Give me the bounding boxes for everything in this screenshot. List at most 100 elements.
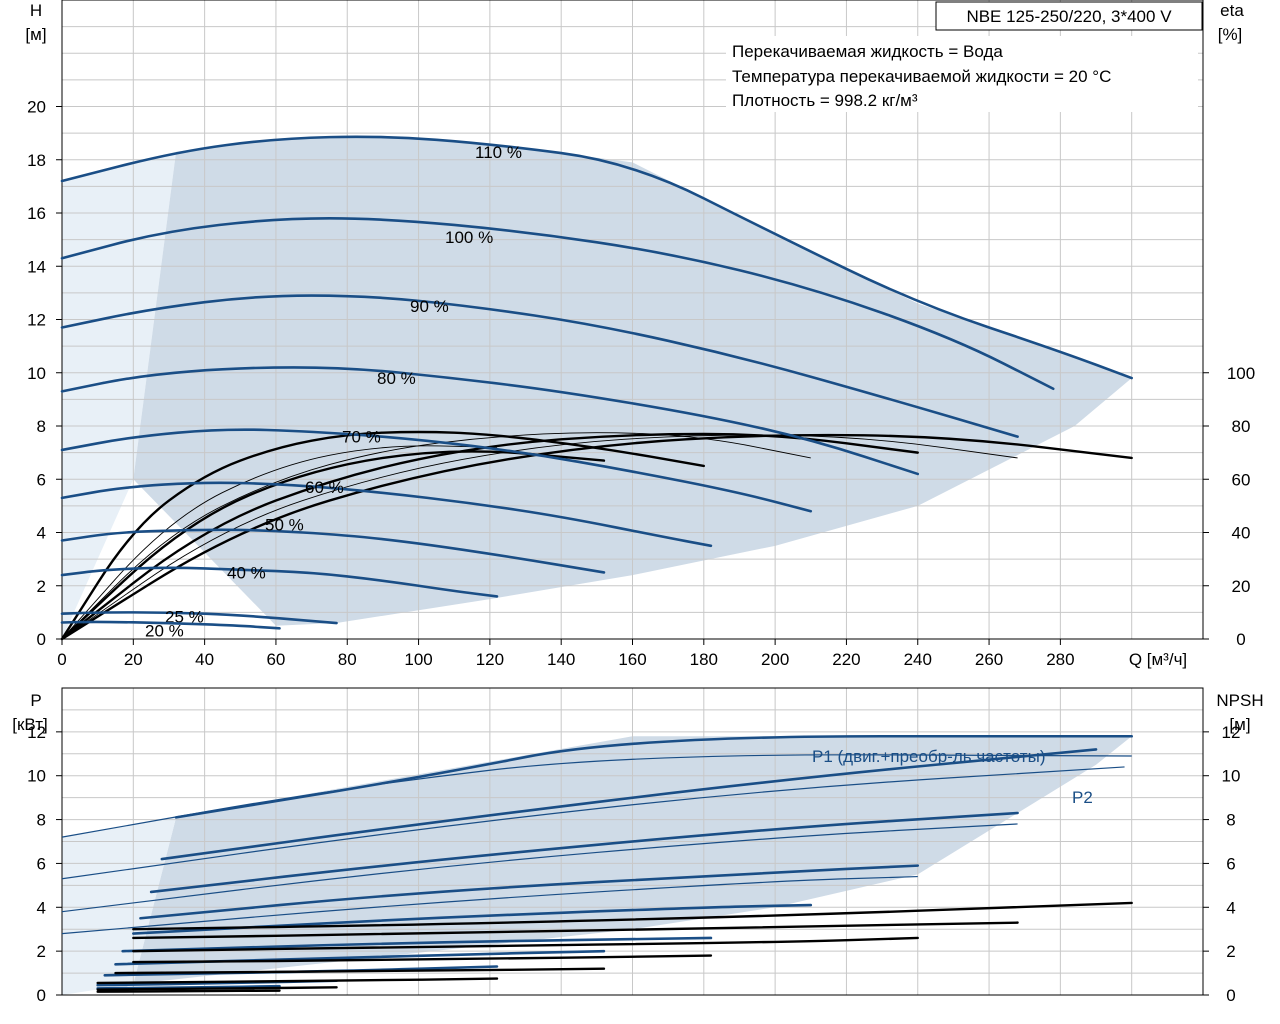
y2-axis-unit: [%] xyxy=(1218,25,1243,44)
y-tick-label: 14 xyxy=(27,257,46,276)
x-tick-label: 100 xyxy=(404,650,432,669)
x-tick-label: 280 xyxy=(1046,650,1074,669)
p-y-tick-label: 12 xyxy=(27,723,46,742)
y-tick-label: 16 xyxy=(27,204,46,223)
y2-tick-label: 60 xyxy=(1232,470,1251,489)
efficiency-curve xyxy=(60,430,706,641)
p1-curve xyxy=(139,864,920,920)
y-tick-label: 4 xyxy=(37,524,46,543)
speed-label: 40 % xyxy=(227,563,266,582)
p2-curve xyxy=(61,875,918,935)
x-tick-label: 160 xyxy=(618,650,646,669)
npsh-curve xyxy=(132,921,1019,940)
npsh-curve xyxy=(96,986,338,991)
efficiency-curve xyxy=(60,432,919,641)
efficiency-curve xyxy=(60,433,1133,641)
speed-label: 60 % xyxy=(305,478,344,497)
npsh-curve xyxy=(96,977,499,985)
npsh-curve xyxy=(114,967,606,975)
y-tick-label: 0 xyxy=(37,630,46,649)
p1-curve xyxy=(160,748,1098,861)
p1-annotation: P1 (двиг.+преобр-ль частоты) xyxy=(812,747,1045,766)
head-curve xyxy=(60,528,606,574)
x-tick-label: 60 xyxy=(266,650,285,669)
x-tick-label: 80 xyxy=(338,650,357,669)
y-axis-label: H xyxy=(30,1,42,20)
p1-curve xyxy=(174,734,1133,819)
speed-label: 80 % xyxy=(377,369,416,388)
info-line-density: Плотность = 998.2 кг/м³ xyxy=(732,91,918,110)
npsh-tick-label: 10 xyxy=(1222,767,1241,786)
npsh-tick-label: 8 xyxy=(1226,811,1235,830)
x-tick-label: 40 xyxy=(195,650,214,669)
y-tick-label: 12 xyxy=(27,311,46,330)
efficiency-curve xyxy=(60,450,606,641)
y2-tick-label: 40 xyxy=(1232,524,1251,543)
y2-tick-label: 80 xyxy=(1232,417,1251,436)
npsh-curve xyxy=(132,901,1133,931)
power-npsh-plot: 0 0 2 2 4 4 6 6 8 8 10 10 12 12 P [кВт] NPSH [м] P1 (двиг.… xyxy=(12,687,1264,1005)
npsh-tick-label: 6 xyxy=(1226,854,1235,873)
efficiency-curve xyxy=(61,445,498,640)
y-tick-label: 20 xyxy=(27,98,46,117)
x-tick-label: 20 xyxy=(124,650,143,669)
npsh-curve xyxy=(96,989,281,993)
y-tick-label: 2 xyxy=(37,577,46,596)
speed-label: 90 % xyxy=(410,297,449,316)
x-tick-label: 140 xyxy=(547,650,575,669)
title-box xyxy=(935,1,1203,31)
y-tick-label: 18 xyxy=(27,151,46,170)
p-y-tick-label: 8 xyxy=(37,811,46,830)
p2-annotation: P2 xyxy=(1072,788,1093,807)
power-region-light xyxy=(62,817,177,995)
p2-curve xyxy=(61,823,1018,913)
p-y-tick-label: 6 xyxy=(37,854,46,873)
info-box-bg xyxy=(726,36,1198,112)
p2-curve xyxy=(61,754,1132,838)
p-y-tick-label: 0 xyxy=(37,986,46,1005)
info-line-temperature: Температура перекачиваемой жидкости = 20… xyxy=(732,67,1111,86)
p-y-tick-label: 10 xyxy=(27,767,46,786)
p-y-tick-label: 2 xyxy=(37,942,46,961)
region-light xyxy=(62,151,177,639)
y2-tick-label: 0 xyxy=(1236,630,1245,649)
head-curve xyxy=(60,481,713,548)
x-tick-label: 240 xyxy=(904,650,932,669)
head-curve xyxy=(60,566,499,598)
x-tick-label: 220 xyxy=(832,650,860,669)
head-curve xyxy=(60,135,1133,380)
head-curve xyxy=(60,611,338,625)
y2-tick-label: 20 xyxy=(1232,577,1251,596)
pump-model-title: NBE 125-250/220, 3*400 V xyxy=(966,7,1172,26)
npsh-axis-label: NPSH xyxy=(1216,691,1263,710)
npsh-curve xyxy=(132,954,713,964)
power-plot-frame xyxy=(61,687,1204,996)
y2-axis-label: eta xyxy=(1220,1,1244,20)
y2-tick-label: 100 xyxy=(1227,364,1255,383)
p1-curve xyxy=(132,903,813,935)
npsh-tick-label: 4 xyxy=(1226,898,1235,917)
npsh-curve xyxy=(132,936,919,953)
p1-curve xyxy=(114,949,606,966)
x-tick-label: 120 xyxy=(476,650,504,669)
y-tick-label: 6 xyxy=(37,470,46,489)
x-tick-label: 180 xyxy=(690,650,718,669)
npsh-tick-label: 2 xyxy=(1226,942,1235,961)
speed-label: 25 % xyxy=(165,607,204,626)
speed-label: 20 % xyxy=(145,621,184,640)
head-curve xyxy=(60,428,813,513)
x-tick-label: 260 xyxy=(975,650,1003,669)
head-curve xyxy=(60,620,281,630)
p-axis-label: P xyxy=(30,691,41,710)
head-curve xyxy=(60,366,920,476)
p2-curve xyxy=(61,766,1125,880)
npsh-tick-label: 12 xyxy=(1222,723,1241,742)
y-tick-label: 8 xyxy=(37,417,46,436)
p-axis-unit: [кВт] xyxy=(12,715,47,734)
x-axis-label: Q [м³/ч] xyxy=(1129,650,1187,669)
p-y-tick-label: 4 xyxy=(37,898,46,917)
y-axis-unit: [м] xyxy=(25,25,46,44)
speed-label: 100 % xyxy=(445,228,493,247)
speed-label: 50 % xyxy=(265,516,304,535)
